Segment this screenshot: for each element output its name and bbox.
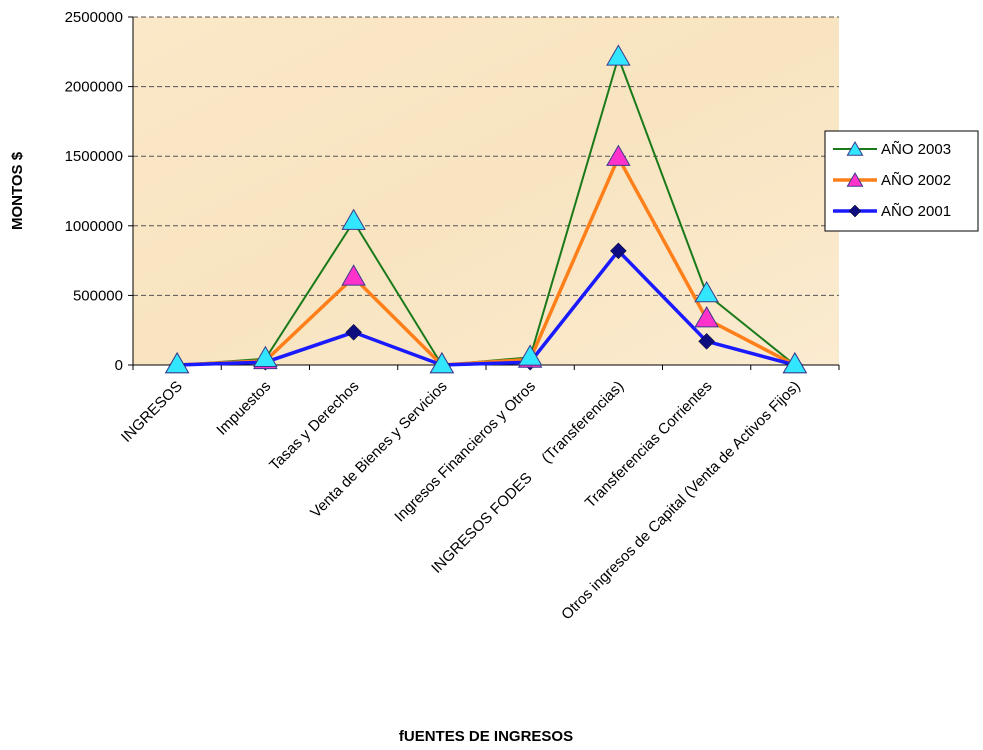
y-tick-label: 2500000: [65, 9, 123, 26]
x-tick-label: Ingresos Financieros y Otros: [391, 378, 539, 526]
data-point: [164, 351, 190, 374]
data-point: [341, 264, 366, 286]
data-point: [606, 44, 631, 66]
legend-label: AÑO 2001: [881, 203, 951, 220]
legend-marker: [846, 171, 864, 187]
y-tick-label: 1000000: [65, 218, 123, 235]
data-point: [610, 242, 627, 260]
y-tick-label: 2000000: [65, 79, 123, 96]
data-point: [782, 351, 808, 374]
series-markers: [164, 44, 808, 374]
gridlines: [133, 16, 839, 296]
legend: AÑO 2003 AÑO 2002 AÑO 2001: [824, 130, 979, 232]
x-axis-title: fUENTES DE INGRESOS: [399, 728, 573, 745]
series-line-2: [177, 248, 796, 367]
x-tick-label: Tasas y Derechos: [266, 378, 362, 474]
y-tick-label: 500000: [73, 287, 123, 304]
y-axis-title: MONTOS $: [9, 151, 26, 230]
data-point: [517, 344, 543, 366]
data-point: [253, 345, 278, 368]
data-point: [698, 332, 715, 350]
y-tick-label: 0: [115, 357, 123, 374]
x-tick-label: Impuestos: [213, 378, 274, 439]
y-tick-labels: 0 500000 1000000 1500000 2000000 2500000: [65, 9, 123, 374]
legend-marker: [848, 204, 862, 218]
x-tick-label: INGRESOS FODES (Transferencias): [428, 378, 627, 577]
legend-label: AÑO 2003: [881, 141, 951, 158]
legend-marker: [846, 140, 864, 156]
data-point: [694, 306, 719, 328]
data-point: [429, 351, 455, 374]
data-point: [341, 208, 366, 230]
legend-label: AÑO 2002: [881, 172, 951, 189]
data-point: [345, 323, 362, 341]
y-tick-label: 1500000: [65, 148, 123, 165]
data-point: [606, 144, 631, 166]
series-lines: [177, 54, 796, 367]
plot-area: [133, 17, 839, 365]
data-point: [694, 281, 719, 303]
x-tick-label: INGRESOS: [118, 378, 186, 446]
